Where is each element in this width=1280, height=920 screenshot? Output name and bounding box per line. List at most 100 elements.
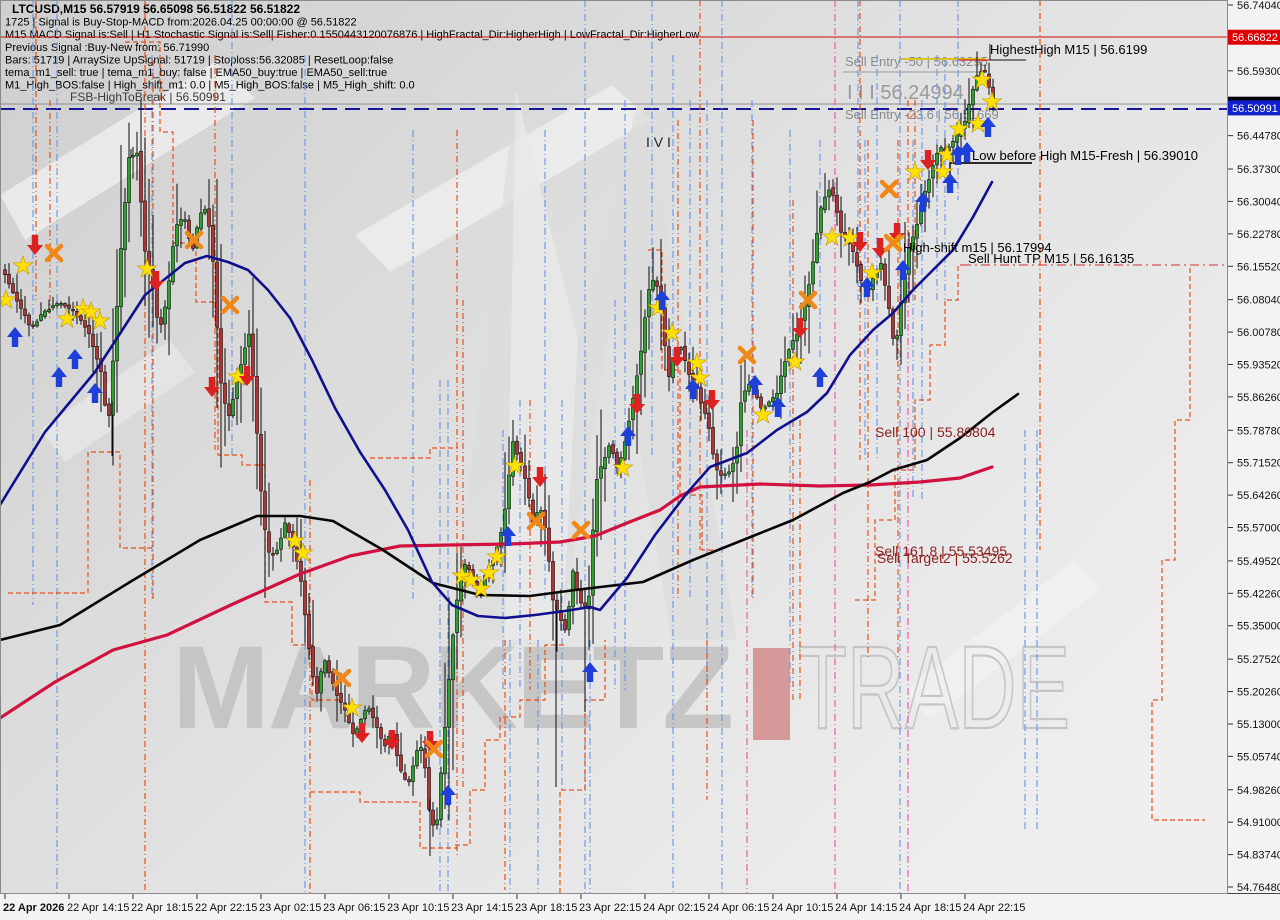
signal-markers: ★★★★★★★★★★★★★★★★★★★★★★★★★★★★★★★★★★★	[0, 66, 1004, 805]
price-box	[1228, 29, 1280, 45]
ma-line-black	[0, 392, 1020, 642]
star-marker-icon: ★	[661, 319, 683, 347]
info-line: Bars: 51719 | ArraySize UpSignal: 51719 …	[5, 54, 393, 66]
star-marker-icon: ★	[80, 298, 102, 326]
info-line: Previous Signal :Buy-New from: 56.71990	[5, 42, 209, 54]
star-marker-icon: ★	[948, 115, 970, 143]
sell-arrow-icon	[354, 723, 370, 743]
sell-arrow-icon	[792, 318, 808, 338]
price-tick-label: 55.71520	[1237, 458, 1280, 470]
info-line: 1725 | Signal is Buy-Stop-MACD from:2026…	[5, 17, 357, 29]
price-tick-label: 54.76480	[1237, 882, 1280, 894]
info-panel: LTCUSD,M15 56.57919 56.65098 56.51822 56…	[5, 2, 699, 92]
buy-arrow-icon	[859, 277, 875, 297]
star-marker-icon: ★	[967, 110, 989, 138]
buy-arrow-icon	[895, 260, 911, 280]
sell-arrow-icon	[148, 271, 164, 291]
buy-arrow-icon	[812, 367, 828, 387]
sell-arrow-icon	[204, 377, 220, 397]
svg-text:56.50991: 56.50991	[1232, 103, 1278, 115]
star-marker-icon: ★	[821, 223, 843, 251]
brand-watermark: MARKETZ TRADE	[172, 621, 1071, 755]
star-marker-icon: ★	[451, 562, 473, 590]
price-tick-label: 56.44780	[1237, 131, 1280, 143]
star-marker-icon: ★	[136, 255, 158, 283]
sell-arrow-icon	[629, 394, 645, 414]
star-marker-icon: ★	[89, 307, 111, 335]
time-tick-label: 24 Apr 14:15	[835, 902, 897, 914]
price-tick-label: 56.08040	[1237, 295, 1280, 307]
buy-arrow-icon	[7, 327, 23, 347]
info-line: tema_m1_sell: true | tema_m1_buy: false …	[5, 67, 387, 79]
price-tick-label: 55.05740	[1237, 751, 1280, 763]
time-tick-label: 22 Apr 2026	[3, 902, 64, 914]
star-marker-icon: ★	[478, 559, 500, 587]
chart-label: Sell 161.8 | 55.53495	[875, 543, 1007, 559]
moving-averages	[0, 180, 1020, 720]
price-axis[interactable]: 56.74040 56.59300 56.44780 56.37300 56.30040…	[1227, 0, 1280, 920]
price-tick-label: 56.30040	[1237, 196, 1280, 208]
star-marker-icon: ★	[971, 66, 993, 94]
buy-arrow-icon	[770, 397, 786, 417]
info-line: LTCUSD,M15 56.57919 56.65098 56.51822 56…	[12, 2, 300, 16]
price-tick-label: 55.78780	[1237, 425, 1280, 437]
price-tick-label: 55.35000	[1237, 621, 1280, 633]
price-tick-label: 55.49520	[1237, 556, 1280, 568]
star-marker-icon: ★	[612, 454, 634, 482]
info-line: M1_High_BOS:false | High_shift_m1: 0.0 |…	[5, 80, 415, 92]
time-tick-label: 22 Apr 14:15	[67, 902, 129, 914]
chart-label: HighestHigh M15 | 56.6199	[990, 42, 1147, 57]
sell-arrow-icon	[27, 235, 43, 255]
buy-arrow-icon	[747, 375, 763, 395]
sell-arrow-icon	[532, 467, 548, 487]
buy-arrow-icon	[942, 173, 958, 193]
plot-border	[0, 0, 1228, 894]
price-tick-label: 55.57000	[1237, 523, 1280, 535]
price-tick-label: 55.86260	[1237, 392, 1280, 404]
star-marker-icon: ★	[12, 252, 34, 280]
buy-arrow-icon	[620, 426, 636, 446]
time-tick-label: 23 Apr 06:15	[323, 902, 385, 914]
buy-arrow-icon	[87, 383, 103, 403]
time-tick-label: 22 Apr 18:15	[131, 902, 193, 914]
star-marker-icon: ★	[504, 452, 526, 480]
price-tick-label: 55.93520	[1237, 359, 1280, 371]
price-box	[1228, 100, 1280, 116]
buy-arrow-icon	[440, 785, 456, 805]
chart-label: I I I 56.24994	[847, 82, 964, 104]
price-tick-label: 54.83740	[1237, 850, 1280, 862]
price-tick-label: 56.00780	[1237, 327, 1280, 339]
price-tick-label: 55.13000	[1237, 719, 1280, 731]
price-tick-label: 56.74040	[1237, 0, 1280, 12]
ma-line-blue	[0, 180, 994, 620]
time-tick-label: 23 Apr 10:15	[387, 902, 449, 914]
price-tick-label: 56.59300	[1237, 66, 1280, 78]
price-tick-label: 56.15520	[1237, 261, 1280, 273]
sell-arrow-icon	[704, 390, 720, 410]
price-tick-label: 55.64260	[1237, 490, 1280, 502]
ma-line-crimson	[0, 465, 994, 720]
time-tick-label: 23 Apr 22:15	[579, 902, 641, 914]
chart-label: High-shift m15 | 56.17994	[903, 240, 1052, 255]
time-tick-label: 23 Apr 14:15	[451, 902, 513, 914]
time-tick-label: 24 Apr 02:15	[643, 902, 705, 914]
star-marker-icon: ★	[686, 349, 708, 377]
sell-arrow-icon	[872, 238, 888, 258]
time-tick-label: 23 Apr 02:15	[259, 902, 321, 914]
star-marker-icon: ★	[784, 348, 806, 376]
time-tick-label: 24 Apr 10:15	[771, 902, 833, 914]
buy-arrow-icon	[67, 349, 83, 369]
sell-arrow-icon	[852, 232, 868, 252]
time-tick-label: 24 Apr 06:15	[707, 902, 769, 914]
time-axis[interactable]: 22 Apr 2026 22 Apr 14:15 22 Apr 18:15 22 Ap…	[0, 893, 1280, 920]
star-marker-icon: ★	[72, 295, 94, 323]
chart-label: Sell 100 | 55.80804	[875, 424, 996, 440]
chart-label: Sell Hunt TP M15 | 56.16135	[968, 251, 1134, 266]
star-marker-icon: ★	[904, 158, 926, 186]
sell-arrow-icon	[669, 347, 685, 367]
time-tick-label: 24 Apr 18:15	[899, 902, 961, 914]
price-tick-label: 54.91000	[1237, 817, 1280, 829]
buy-arrow-icon	[500, 526, 516, 546]
